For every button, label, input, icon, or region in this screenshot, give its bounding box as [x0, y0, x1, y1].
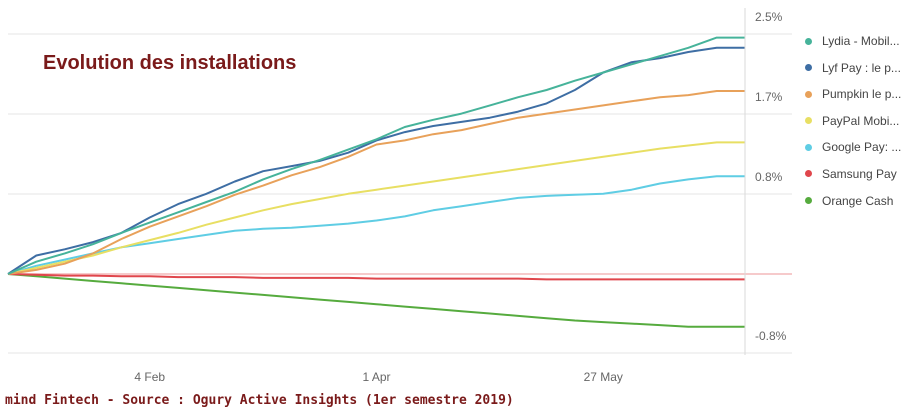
chart-title: Evolution des installations: [43, 52, 297, 74]
legend-marker: [805, 143, 812, 151]
legend-marker: [805, 90, 812, 98]
x-tick-label: 4 Feb: [134, 370, 165, 384]
legend-item[interactable]: Pumpkin le p...: [805, 85, 915, 103]
legend-label: Lydia - Mobil...: [822, 34, 900, 48]
series-line: [7, 46, 745, 275]
series-layer: [7, 36, 745, 328]
y-tick-label: 1.7%: [755, 90, 783, 104]
legend-label: Samsung Pay: [822, 166, 897, 181]
series-line: [7, 141, 745, 275]
y-tick-label: 2.5%: [755, 10, 783, 24]
x-axis-ticks: 4 Feb 1 Apr 27 May: [134, 370, 623, 384]
legend-item[interactable]: Samsung Pay: [805, 165, 915, 183]
legend-item[interactable]: PayPal Mobi...: [805, 112, 915, 130]
legend-item[interactable]: Google Pay: ...: [805, 138, 915, 156]
legend-item[interactable]: Orange Cash: [805, 192, 915, 210]
series-line: [7, 273, 745, 328]
grid-lines: [8, 33, 792, 354]
source-caption: mind Fintech - Source : Ogury Active Ins…: [5, 393, 514, 408]
legend-marker: [805, 37, 812, 45]
x-tick-label: 27 May: [584, 370, 623, 384]
legend-marker: [805, 197, 812, 205]
legend-label: Pumpkin le p...: [822, 87, 902, 102]
legend-label: PayPal Mobi...: [822, 113, 900, 128]
legend-marker: [805, 64, 812, 72]
legend: Lydia - Mobil... Lyf Pay : le p... Pumpkin…: [805, 32, 915, 218]
series-line: [7, 90, 745, 275]
series-line: [7, 175, 745, 275]
legend-label: Orange Cash: [822, 193, 894, 208]
legend-marker: [805, 117, 812, 125]
legend-label: Google Pay: ...: [822, 140, 902, 155]
legend-marker: [805, 170, 812, 178]
series-line: [7, 273, 745, 281]
series-line: [7, 36, 745, 275]
x-tick-label: 1 Apr: [362, 370, 390, 384]
y-tick-label: 0.8%: [755, 170, 783, 184]
legend-label: Lyf Pay : le p...: [822, 60, 901, 75]
legend-item[interactable]: Lydia - Mobil...: [805, 32, 915, 50]
y-axis-ticks: 2.5% 1.7% 0.8% -0.8%: [755, 10, 787, 343]
legend-item[interactable]: Lyf Pay : le p...: [805, 59, 915, 77]
y-tick-label: -0.8%: [755, 329, 787, 343]
